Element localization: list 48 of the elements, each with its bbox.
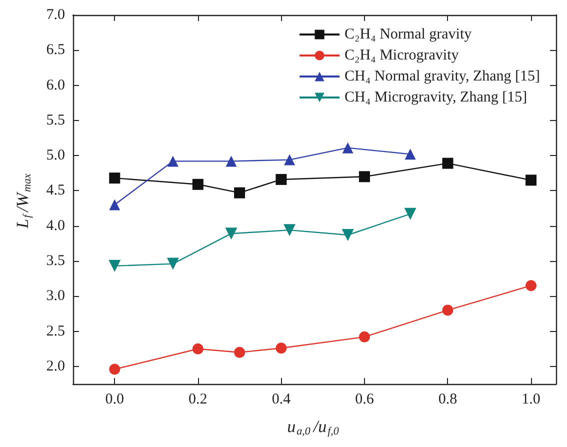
point — [192, 343, 204, 354]
point — [167, 156, 178, 167]
legend-label: C₂H₄ Normal gravity — [344, 26, 472, 42]
point — [225, 228, 238, 240]
y-tick-label: 3.5 — [46, 253, 65, 269]
y-tick-label: 6.0 — [46, 77, 65, 94]
point — [284, 154, 296, 166]
point — [108, 260, 121, 272]
point — [109, 199, 120, 210]
point — [442, 304, 454, 316]
point — [192, 178, 204, 190]
point — [342, 142, 354, 154]
x-tick-label: 0.2 — [188, 392, 208, 408]
x-tick-label: 0.8 — [438, 392, 458, 408]
point — [404, 148, 416, 160]
legend-label: CH₄ Microgravity, Zhang [15] — [344, 90, 528, 106]
point — [234, 346, 246, 358]
y-tick-label: 2.5 — [46, 323, 65, 340]
legend-label: C₂H₄ Microgravity — [344, 48, 460, 64]
point — [276, 342, 287, 354]
point — [442, 158, 454, 169]
y-axis-title: Lf/Wmax — [13, 174, 34, 230]
point — [404, 208, 416, 220]
x-tick-label: 0.6 — [355, 392, 374, 408]
point — [234, 187, 246, 198]
point — [526, 174, 537, 186]
point — [109, 364, 120, 375]
y-tick-label: 2.0 — [46, 358, 65, 374]
point — [358, 331, 370, 342]
x-tick-label: 1.0 — [522, 392, 540, 408]
y-tick-label: 3.0 — [46, 288, 65, 304]
point — [166, 258, 179, 270]
y-tick-label: 7.0 — [46, 7, 65, 23]
y-tick-label: 5.5 — [46, 112, 65, 128]
point — [109, 172, 120, 184]
x-tick-label: 0.0 — [105, 392, 124, 408]
point — [526, 280, 537, 292]
point — [342, 228, 354, 241]
y-tick-label: 5.0 — [46, 148, 65, 164]
y-tick-label: 6.5 — [46, 42, 65, 58]
y-tick-label: 4.0 — [46, 218, 65, 234]
point — [284, 224, 296, 236]
y-tick-label: 4.5 — [46, 182, 65, 199]
point — [226, 156, 237, 167]
x-tick-label: 0.4 — [272, 392, 292, 408]
legend-label: CH₄ Normal gravity, Zhang [15] — [344, 68, 540, 84]
point — [276, 174, 287, 185]
point — [358, 171, 370, 182]
